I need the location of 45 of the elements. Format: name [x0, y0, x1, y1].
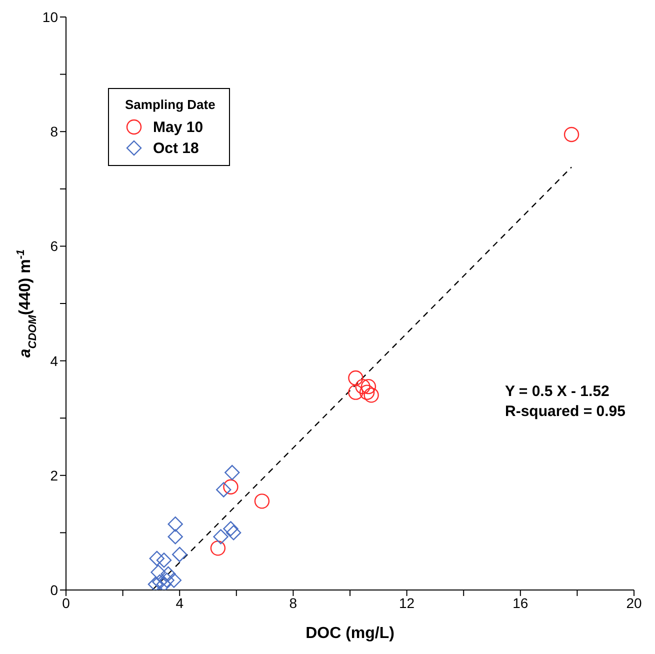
point: [213, 529, 228, 544]
x-tick-label: 4: [176, 594, 184, 611]
point: [564, 126, 580, 142]
point: [364, 388, 379, 403]
y-tick-label: 4: [50, 352, 58, 369]
point: [156, 576, 172, 590]
point: [149, 550, 164, 566]
point: [156, 552, 172, 568]
x-tick-label: 16: [512, 594, 528, 611]
x-tick-label: 0: [62, 594, 70, 611]
point: [223, 521, 238, 536]
point: [160, 566, 176, 582]
y-tick-label: 8: [50, 124, 58, 140]
annotation: R-squared = 0.95: [505, 403, 626, 420]
point: [152, 574, 168, 590]
point: [223, 479, 238, 494]
legend-label: Oct 18: [153, 140, 199, 156]
point: [216, 482, 232, 498]
point: [210, 540, 226, 556]
y-tick-label: 2: [50, 467, 58, 484]
point: [359, 384, 375, 400]
legend-label: May 10: [153, 118, 204, 136]
x-tick-label: 8: [289, 594, 298, 611]
point: [159, 572, 174, 588]
point: [172, 546, 188, 562]
point: [348, 370, 364, 386]
point: [148, 576, 164, 590]
point: [224, 464, 240, 480]
point: [168, 529, 183, 544]
point: [254, 494, 270, 509]
x-tick-label: 12: [399, 594, 415, 611]
point: [166, 572, 182, 588]
annotation: Y = 0.5 X - 1.52: [505, 383, 610, 400]
y-tick-label: 10: [42, 8, 58, 25]
legend-title: Sampling Date: [125, 97, 216, 112]
x-axis-title: DOC (mg/L): [306, 625, 394, 642]
point: [168, 516, 183, 532]
point: [226, 525, 242, 540]
point: [355, 378, 370, 394]
x-tick-label: 20: [626, 594, 642, 611]
y-tick-label: 0: [50, 582, 58, 598]
point: [150, 564, 166, 580]
y-tick-label: 6: [50, 238, 58, 254]
point: [348, 384, 364, 400]
point: [360, 378, 376, 394]
